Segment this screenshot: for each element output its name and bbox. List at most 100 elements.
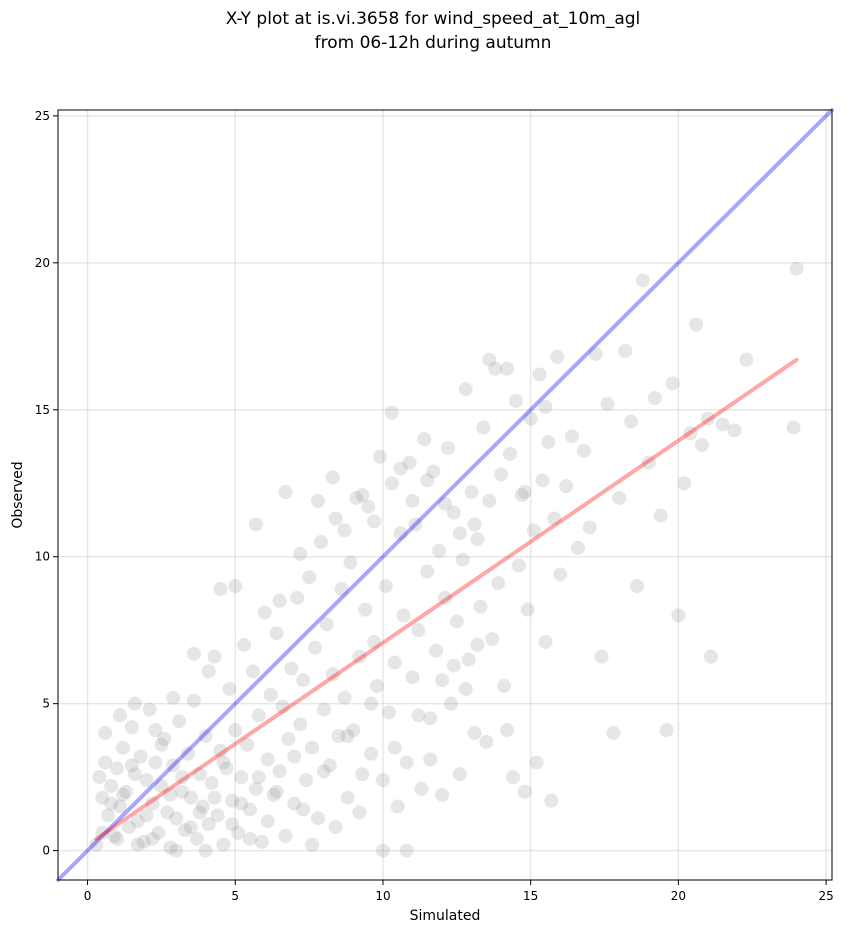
data-point [544, 793, 559, 808]
data-point [207, 790, 222, 805]
data-point [446, 658, 461, 673]
data-point [727, 423, 742, 438]
data-point [251, 708, 266, 723]
data-point [340, 790, 355, 805]
data-point [565, 429, 580, 444]
data-point [364, 696, 379, 711]
data-point [641, 455, 656, 470]
data-point [494, 467, 509, 482]
data-point [172, 714, 187, 729]
x-tick-label: 5 [231, 889, 239, 903]
data-point [473, 599, 488, 614]
data-point [237, 637, 252, 652]
data-point [452, 526, 467, 541]
data-point [254, 834, 269, 849]
data-point [313, 535, 328, 550]
data-point [384, 405, 399, 420]
y-axis-label: Observed [10, 461, 26, 528]
data-point [310, 493, 325, 508]
data-point [192, 805, 207, 820]
data-point [305, 740, 320, 755]
data-point [251, 770, 266, 785]
data-point [547, 511, 562, 526]
data-point [500, 361, 515, 376]
data-point [438, 496, 452, 511]
scatter-points [89, 261, 804, 858]
data-point [95, 825, 110, 840]
data-point [195, 799, 210, 814]
data-point [364, 746, 379, 761]
gridlines [58, 110, 832, 880]
data-point [163, 787, 178, 802]
data-point [340, 728, 355, 743]
y-tick-label: 20 [35, 256, 50, 270]
data-point [192, 767, 207, 782]
data-point [151, 825, 166, 840]
data-point [630, 579, 645, 594]
data-point [541, 435, 556, 450]
data-point [559, 479, 574, 494]
data-point [127, 696, 142, 711]
data-point [154, 737, 169, 752]
data-point [178, 823, 193, 838]
data-point [328, 820, 343, 835]
data-point [402, 455, 417, 470]
data-point [325, 470, 340, 485]
data-point [695, 438, 710, 453]
data-point [399, 755, 414, 770]
data-point [175, 770, 190, 785]
data-point [305, 837, 320, 852]
data-point [426, 464, 441, 479]
x-tick-label: 15 [523, 889, 538, 903]
data-point [405, 493, 420, 508]
data-point [582, 520, 597, 535]
data-point [142, 702, 157, 717]
data-point [204, 776, 219, 791]
data-point [455, 552, 470, 567]
data-point [113, 799, 128, 814]
data-point [219, 761, 234, 776]
data-point [124, 758, 139, 773]
data-point [443, 696, 458, 711]
data-point [346, 723, 361, 738]
data-point [373, 449, 388, 464]
data-point [198, 728, 213, 743]
data-point [269, 784, 284, 799]
data-point [461, 652, 476, 667]
data-point [154, 778, 169, 793]
data-point [703, 649, 718, 664]
data-point [532, 367, 547, 382]
x-tick-label: 25 [818, 889, 833, 903]
data-point [390, 799, 405, 814]
reference-lines [56, 108, 834, 882]
data-point [423, 711, 438, 726]
chart-title-line2: from 06-12h during autumn [315, 33, 552, 53]
data-point [538, 634, 553, 649]
data-point [470, 532, 485, 547]
data-point [213, 582, 228, 597]
data-point [228, 579, 243, 594]
data-point [319, 617, 334, 632]
data-point [470, 637, 485, 652]
data-point [396, 608, 411, 623]
data-point [331, 728, 346, 743]
data-point [479, 734, 494, 749]
data-point [352, 805, 367, 820]
data-point [207, 649, 222, 664]
data-point [275, 699, 290, 714]
data-point [367, 634, 382, 649]
data-point [225, 793, 240, 808]
data-point [240, 737, 255, 752]
plot-frame [57, 109, 833, 881]
data-point [115, 787, 130, 802]
data-point [500, 723, 515, 738]
data-point [361, 499, 376, 514]
data-point [467, 726, 482, 741]
data-point [612, 490, 627, 505]
data-point [104, 778, 119, 793]
data-point [296, 673, 311, 688]
data-point [343, 555, 358, 570]
data-point [189, 831, 204, 846]
data-point [375, 843, 390, 858]
